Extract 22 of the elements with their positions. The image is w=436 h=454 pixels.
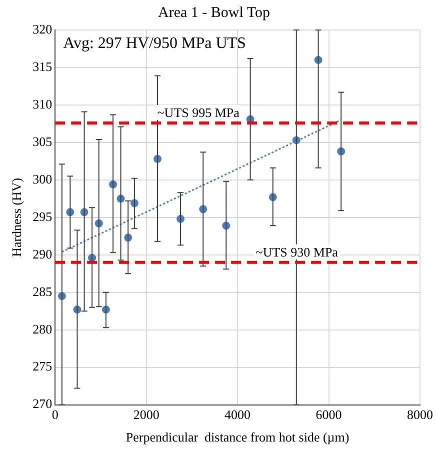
x-tick-label: 8000 [407,407,433,422]
y-tick-label: 310 [32,96,52,112]
x-tick-label: 6000 [316,407,342,422]
y-tick-label: 320 [32,21,52,36]
ref-line-label: ~UTS 930 MPa [256,244,338,260]
chart-title: Area 1 - Bowl Top [158,4,270,21]
y-tick-label: 275 [32,358,52,374]
y-tick-label: 270 [32,396,52,412]
y-tick-label: 295 [32,208,52,224]
x-tick-label: 4000 [224,407,251,422]
y-tick-label: 300 [32,171,52,186]
x-axis-title: Perpendicular distance from hot side (µm) [126,430,350,445]
y-tick-label: 305 [32,134,52,149]
y-tick-label: 285 [32,284,52,299]
y-tick-label: 280 [32,321,52,336]
x-tick-label: 0 [52,407,58,422]
annotation: Avg: 297 HV/950 MPa UTS [63,35,246,52]
y-tick-label: 290 [32,246,52,262]
x-tick-label: 2000 [133,407,160,422]
ref-line-label: ~UTS 995 MPa [157,104,240,120]
y-axis-title: Hardness (HV) [9,178,24,257]
y-tick-label: 315 [32,58,52,74]
